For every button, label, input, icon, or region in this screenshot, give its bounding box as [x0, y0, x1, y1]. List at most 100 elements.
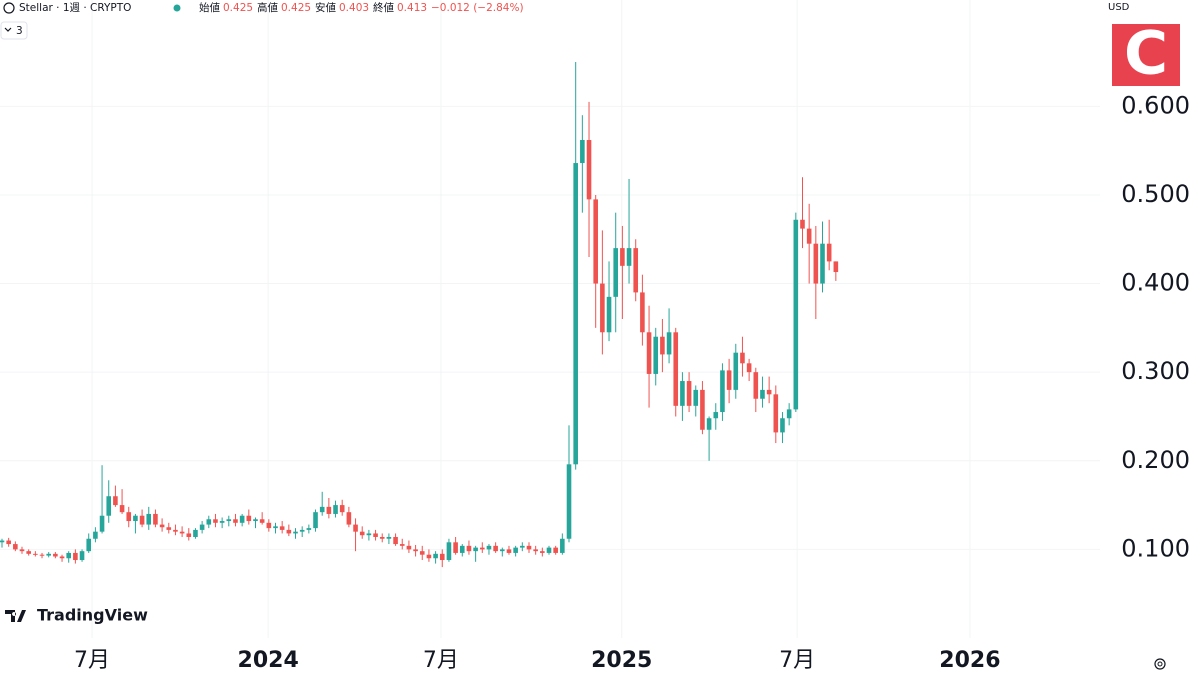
open-value: 0.425 [223, 2, 253, 14]
x-axis: 7月 2024 7月 2025 7月 2026 [74, 648, 1000, 673]
candle-body [19, 549, 25, 552]
candle-body [713, 412, 719, 419]
y-tick-label: 0.200 [1121, 446, 1190, 474]
candle-body [373, 533, 378, 537]
candle-body [426, 554, 432, 559]
candle-body [773, 394, 779, 433]
candle-body [520, 545, 525, 548]
candle-body [219, 521, 225, 523]
x-tick-label: 7月 [423, 648, 459, 673]
candle-body [820, 243, 825, 284]
candle-body [186, 533, 192, 537]
candle-body [640, 292, 645, 333]
candle-body [666, 332, 672, 355]
candle-body [673, 332, 679, 406]
candle-body [833, 261, 839, 273]
candle-body [726, 370, 732, 390]
candle-body [753, 372, 759, 399]
candle-body [813, 243, 819, 284]
indicator-toggle[interactable]: 3 [0, 21, 28, 40]
candle-body [800, 219, 805, 229]
candle-body [93, 531, 98, 539]
candle-body [279, 526, 285, 530]
candle-body [173, 529, 178, 532]
candle-body [486, 545, 492, 550]
candle-body [226, 519, 232, 522]
candle-body [600, 283, 605, 333]
candle-body [293, 531, 298, 534]
candle-body [473, 547, 478, 552]
candle-body [700, 389, 705, 430]
change: −0.012 (−2.84%) [431, 2, 524, 14]
candle-body [433, 553, 438, 559]
candle-body [139, 515, 145, 525]
candle-body [286, 529, 292, 534]
y-tick-label: 0.300 [1121, 357, 1190, 385]
candle-body [479, 547, 485, 550]
watermark: C [1124, 19, 1168, 89]
tv-icon [5, 610, 26, 622]
close-label: 終値 [373, 1, 394, 14]
candle-body [39, 554, 45, 556]
candle-body [760, 389, 765, 399]
candle-body [166, 527, 172, 530]
candle-body [79, 551, 85, 561]
candle-body [506, 549, 512, 553]
candle-body [513, 547, 518, 553]
candle-body [553, 547, 558, 553]
candle-body [633, 248, 639, 293]
candle-body [253, 519, 258, 522]
candle-body [99, 515, 105, 532]
x-tick-label: 2024 [238, 648, 299, 673]
candle-body [706, 418, 712, 430]
candle-body [193, 529, 198, 537]
candle-body [606, 296, 612, 333]
tv-logo[interactable]: TradingView [37, 606, 148, 625]
candle-body [453, 542, 458, 553]
candle-body [239, 515, 245, 523]
candle-body [526, 545, 532, 550]
candle-body [419, 551, 425, 555]
candle-body [366, 533, 372, 536]
high-label: 高値 [257, 1, 278, 14]
x-tick-label: 7月 [74, 648, 110, 673]
y-tick-label: 0.100 [1121, 534, 1190, 562]
candle-body [493, 545, 498, 552]
candle-body [13, 544, 18, 550]
candle-body [393, 536, 398, 545]
candle-body [459, 545, 465, 553]
candle-body [620, 248, 625, 266]
candle-body [680, 381, 685, 406]
candle-body [299, 529, 305, 532]
candle-body [66, 552, 72, 559]
symbol[interactable]: Stellar · 1週 · CRYPTO [19, 2, 131, 14]
candle-body [766, 389, 772, 395]
candle-body [53, 553, 58, 557]
candle-body [746, 363, 752, 373]
settings-icon[interactable] [1154, 658, 1166, 670]
candle-body [313, 512, 318, 529]
candle-body [213, 519, 218, 523]
candle-body [353, 524, 358, 532]
candle-body [740, 352, 745, 364]
candle-body [113, 496, 118, 506]
candle-body [266, 522, 272, 529]
candle-body [546, 547, 552, 553]
candle-body [33, 553, 38, 555]
candle-body [0, 540, 5, 543]
candle-body [540, 551, 545, 553]
candle-body [153, 513, 158, 525]
candle-body [26, 551, 31, 554]
indicator-count[interactable]: 3 [16, 25, 23, 37]
candle-body [199, 524, 205, 530]
candle-body [439, 553, 445, 561]
grid [0, 0, 1100, 638]
y-axis: 0.100 0.200 0.300 0.400 0.500 0.600 [1121, 91, 1190, 562]
candle-body [339, 505, 345, 513]
watermark-box [1112, 24, 1180, 86]
candle-body [46, 553, 51, 556]
candle-body [206, 519, 212, 525]
high-value: 0.425 [281, 2, 311, 14]
candle-body [413, 549, 418, 552]
